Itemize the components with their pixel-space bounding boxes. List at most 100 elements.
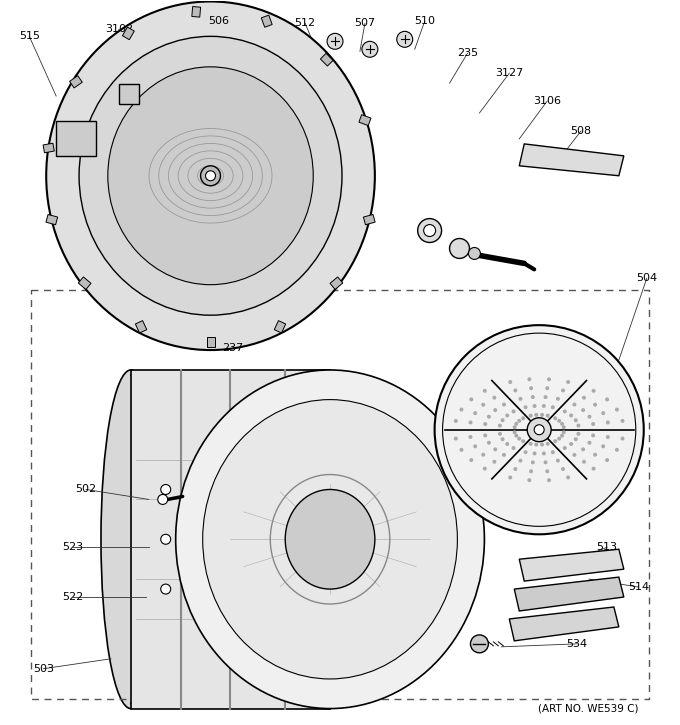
Circle shape bbox=[557, 419, 561, 423]
Circle shape bbox=[493, 447, 497, 452]
Circle shape bbox=[543, 460, 547, 464]
Polygon shape bbox=[520, 144, 624, 175]
Circle shape bbox=[435, 325, 644, 534]
Ellipse shape bbox=[108, 67, 313, 285]
Circle shape bbox=[574, 418, 578, 422]
Text: 3102: 3102 bbox=[105, 25, 133, 34]
Circle shape bbox=[487, 415, 491, 419]
Circle shape bbox=[158, 494, 168, 505]
Text: 502: 502 bbox=[75, 484, 97, 494]
Circle shape bbox=[542, 404, 546, 408]
Bar bbox=[363, 215, 375, 225]
Circle shape bbox=[521, 416, 525, 420]
Circle shape bbox=[605, 458, 609, 462]
Circle shape bbox=[469, 458, 473, 462]
Circle shape bbox=[561, 467, 565, 471]
Circle shape bbox=[591, 422, 595, 426]
Circle shape bbox=[513, 467, 517, 471]
Circle shape bbox=[588, 441, 592, 444]
Circle shape bbox=[160, 584, 171, 594]
Circle shape bbox=[547, 478, 551, 482]
Circle shape bbox=[528, 478, 531, 482]
Polygon shape bbox=[509, 607, 619, 641]
Circle shape bbox=[483, 389, 487, 393]
Text: 504: 504 bbox=[636, 273, 658, 283]
Text: 237: 237 bbox=[222, 343, 243, 353]
Circle shape bbox=[469, 397, 473, 402]
Bar bbox=[207, 337, 214, 347]
Circle shape bbox=[492, 396, 496, 399]
Circle shape bbox=[588, 415, 592, 419]
Circle shape bbox=[621, 436, 624, 441]
Circle shape bbox=[473, 444, 477, 448]
Circle shape bbox=[531, 395, 534, 399]
Circle shape bbox=[615, 407, 619, 412]
Circle shape bbox=[513, 425, 517, 429]
Circle shape bbox=[534, 413, 539, 417]
Circle shape bbox=[582, 396, 586, 399]
Circle shape bbox=[473, 411, 477, 415]
Circle shape bbox=[483, 467, 487, 471]
Circle shape bbox=[542, 452, 546, 455]
Circle shape bbox=[569, 442, 573, 446]
Circle shape bbox=[471, 635, 488, 652]
Circle shape bbox=[560, 434, 564, 438]
Circle shape bbox=[562, 425, 566, 429]
Circle shape bbox=[483, 434, 488, 437]
Bar bbox=[43, 144, 54, 153]
Circle shape bbox=[514, 434, 518, 438]
Polygon shape bbox=[520, 550, 624, 581]
Circle shape bbox=[502, 453, 506, 457]
Circle shape bbox=[543, 395, 547, 399]
Circle shape bbox=[581, 447, 585, 452]
Circle shape bbox=[513, 431, 517, 434]
Text: 514: 514 bbox=[628, 582, 649, 592]
Ellipse shape bbox=[175, 370, 484, 708]
Text: 3106: 3106 bbox=[533, 96, 561, 106]
Circle shape bbox=[454, 436, 458, 441]
Circle shape bbox=[460, 448, 464, 452]
Circle shape bbox=[566, 476, 570, 479]
Circle shape bbox=[554, 439, 557, 443]
Circle shape bbox=[591, 434, 595, 437]
Circle shape bbox=[511, 446, 515, 450]
Text: 508: 508 bbox=[571, 126, 592, 136]
Circle shape bbox=[160, 484, 171, 494]
Circle shape bbox=[562, 431, 566, 434]
Circle shape bbox=[481, 403, 486, 407]
Circle shape bbox=[487, 441, 491, 444]
Circle shape bbox=[500, 418, 505, 422]
Circle shape bbox=[508, 380, 512, 384]
Bar bbox=[192, 7, 201, 17]
Circle shape bbox=[547, 377, 551, 381]
Bar bbox=[78, 277, 91, 289]
Circle shape bbox=[327, 33, 343, 49]
Circle shape bbox=[517, 419, 521, 423]
Circle shape bbox=[551, 405, 555, 409]
Bar bbox=[46, 215, 58, 225]
Circle shape bbox=[593, 452, 597, 457]
Circle shape bbox=[524, 450, 528, 454]
Text: 522: 522 bbox=[63, 592, 84, 602]
Circle shape bbox=[518, 397, 522, 401]
Text: 510: 510 bbox=[414, 17, 435, 26]
Circle shape bbox=[454, 419, 458, 423]
Circle shape bbox=[498, 423, 502, 428]
Circle shape bbox=[524, 405, 528, 409]
Circle shape bbox=[606, 435, 610, 439]
Circle shape bbox=[592, 389, 596, 393]
Circle shape bbox=[513, 389, 517, 392]
Circle shape bbox=[529, 386, 533, 390]
Circle shape bbox=[532, 404, 537, 408]
Ellipse shape bbox=[203, 399, 458, 679]
Circle shape bbox=[615, 448, 619, 452]
Circle shape bbox=[545, 386, 549, 390]
Circle shape bbox=[569, 413, 573, 418]
Text: 523: 523 bbox=[63, 542, 84, 552]
Text: 507: 507 bbox=[354, 18, 375, 28]
Circle shape bbox=[606, 420, 610, 424]
Circle shape bbox=[483, 422, 488, 426]
Bar bbox=[135, 320, 147, 333]
Circle shape bbox=[469, 435, 473, 439]
Circle shape bbox=[505, 442, 509, 446]
